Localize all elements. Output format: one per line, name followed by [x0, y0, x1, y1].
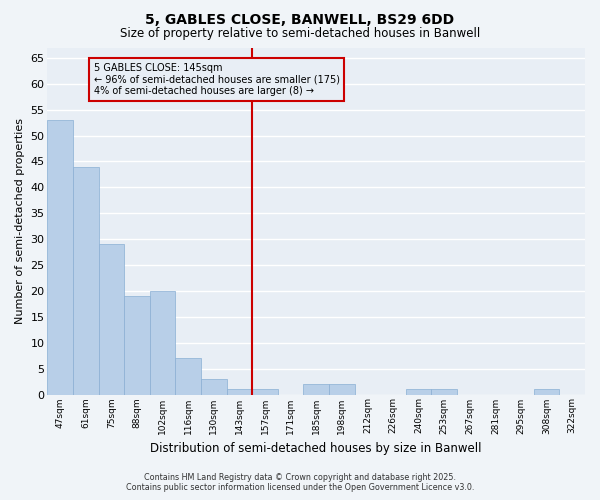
Bar	[73, 166, 98, 394]
Bar	[252, 390, 278, 394]
Bar	[406, 390, 431, 394]
Text: Contains HM Land Registry data © Crown copyright and database right 2025.
Contai: Contains HM Land Registry data © Crown c…	[126, 473, 474, 492]
Bar	[124, 296, 150, 394]
Bar	[98, 244, 124, 394]
Bar	[431, 390, 457, 394]
Bar	[304, 384, 329, 394]
Bar	[329, 384, 355, 394]
Bar	[47, 120, 73, 394]
Bar	[175, 358, 201, 394]
Y-axis label: Number of semi-detached properties: Number of semi-detached properties	[15, 118, 25, 324]
Bar	[150, 291, 175, 395]
Text: 5, GABLES CLOSE, BANWELL, BS29 6DD: 5, GABLES CLOSE, BANWELL, BS29 6DD	[145, 12, 455, 26]
Bar	[227, 390, 252, 394]
X-axis label: Distribution of semi-detached houses by size in Banwell: Distribution of semi-detached houses by …	[151, 442, 482, 455]
Text: Size of property relative to semi-detached houses in Banwell: Size of property relative to semi-detach…	[120, 28, 480, 40]
Bar	[534, 390, 559, 394]
Bar	[201, 379, 227, 394]
Text: 5 GABLES CLOSE: 145sqm
← 96% of semi-detached houses are smaller (175)
4% of sem: 5 GABLES CLOSE: 145sqm ← 96% of semi-det…	[94, 63, 340, 96]
